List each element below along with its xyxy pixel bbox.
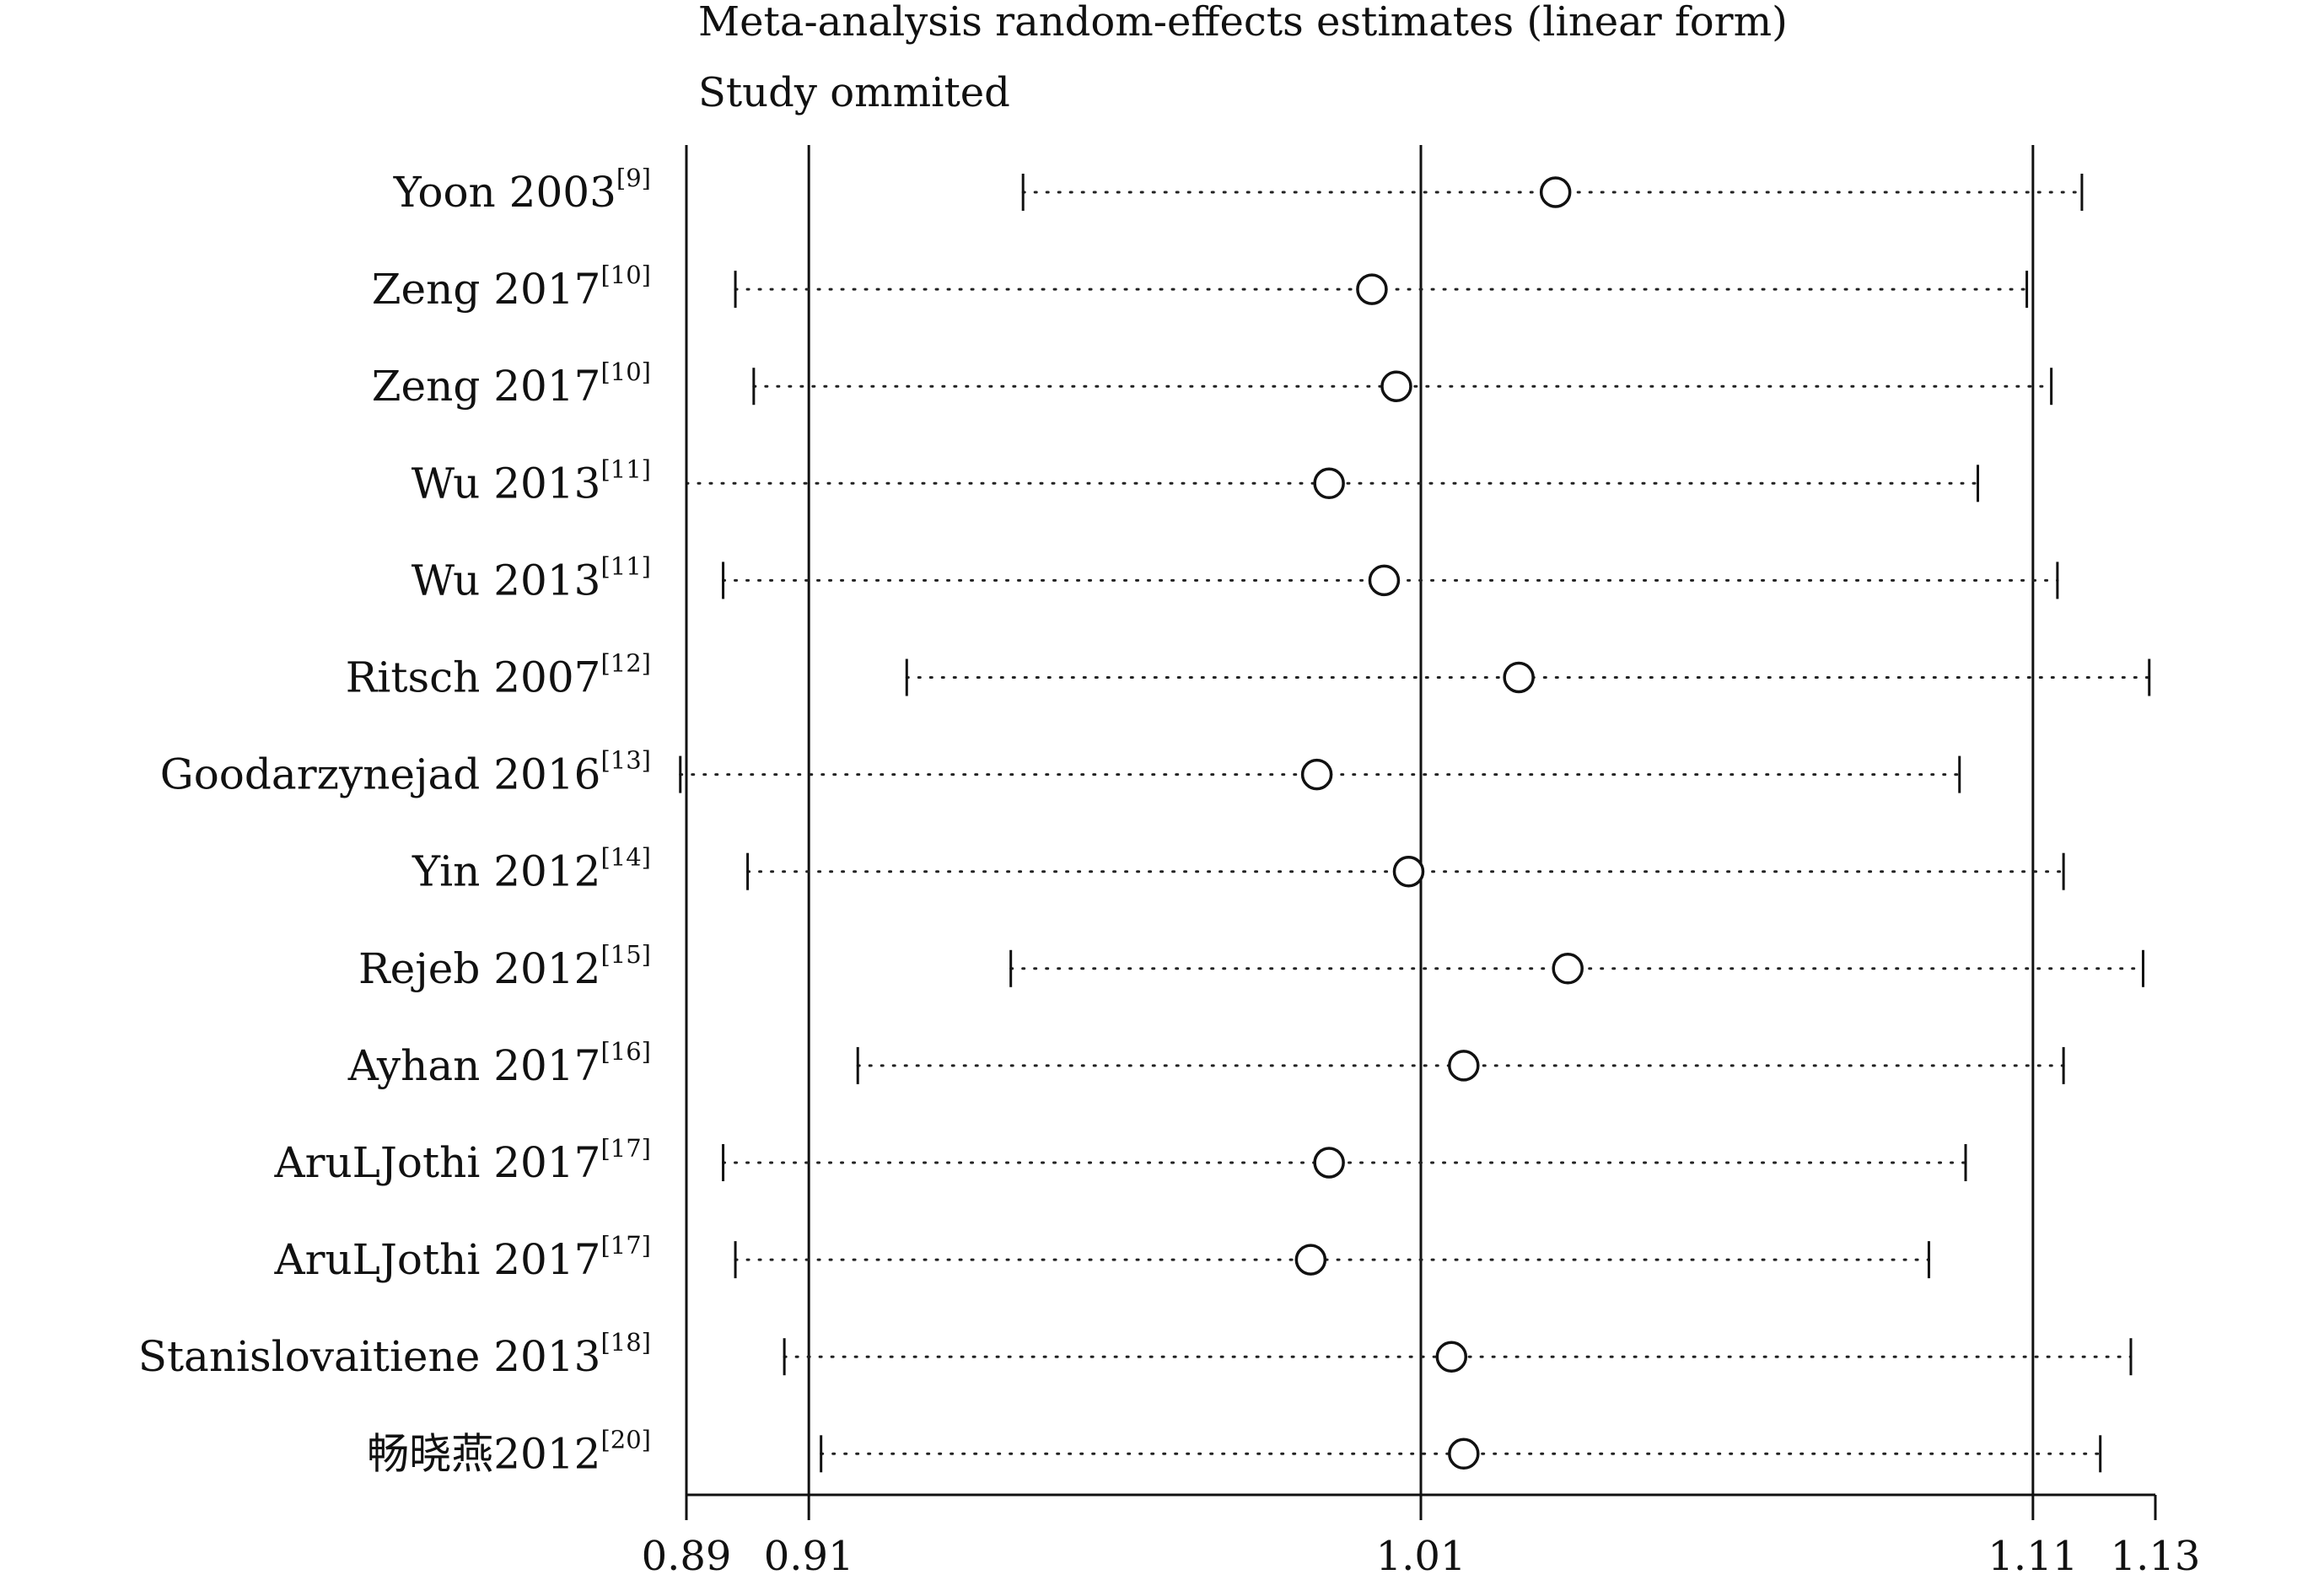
study-reference: [10] xyxy=(600,261,651,289)
study-reference: [13] xyxy=(600,746,651,775)
study-reference: [12] xyxy=(600,649,651,678)
study-label: Ritsch 2007[12] xyxy=(346,649,651,702)
point-estimate xyxy=(1303,760,1331,789)
study-row: Yin 2012[14] xyxy=(412,843,2063,896)
study-label: Yin 2012[14] xyxy=(412,843,651,896)
point-estimate xyxy=(1369,566,1398,594)
study-name: Goodarzynejad 2016 xyxy=(160,750,601,799)
study-reference: [20] xyxy=(600,1425,651,1454)
x-tick-label: 1.13 xyxy=(2111,1533,2201,1580)
study-reference: [18] xyxy=(600,1328,651,1357)
point-estimate xyxy=(1358,275,1386,304)
x-tick-label: 1.01 xyxy=(1376,1533,1466,1580)
point-estimate xyxy=(1296,1245,1325,1274)
x-tick-label: 0.89 xyxy=(642,1533,732,1580)
study-label: Zeng 2017[10] xyxy=(372,357,651,411)
point-estimate xyxy=(1394,857,1423,886)
point-estimate xyxy=(1382,372,1411,400)
study-label: Zeng 2017[10] xyxy=(372,261,651,314)
study-label: Wu 2013[11] xyxy=(412,551,651,605)
study-name: Zeng 2017 xyxy=(372,265,601,314)
study-row: 畅晓燕2012[20] xyxy=(367,1425,2100,1478)
study-name: AruLJothi 2017 xyxy=(273,1235,600,1284)
point-estimate xyxy=(1315,1148,1343,1177)
study-reference: [10] xyxy=(600,357,651,386)
study-name: 畅晓燕2012 xyxy=(367,1429,600,1478)
study-reference: [17] xyxy=(600,1231,651,1260)
study-reference: [11] xyxy=(600,454,651,483)
reference-lines xyxy=(809,145,2033,1495)
study-row: Rejeb 2012[15] xyxy=(358,940,2143,993)
study-row: Wu 2013[11] xyxy=(412,454,1978,508)
study-row: AruLJothi 2017[17] xyxy=(273,1134,1966,1187)
study-label: Yoon 2003[9] xyxy=(393,164,651,217)
study-reference: [11] xyxy=(600,551,651,580)
study-row: AruLJothi 2017[17] xyxy=(273,1231,1929,1284)
study-name: AruLJothi 2017 xyxy=(273,1138,600,1187)
x-tick-label: 0.91 xyxy=(764,1533,854,1580)
study-row: Wu 2013[11] xyxy=(412,551,2058,605)
study-row: Zeng 2017[10] xyxy=(372,357,2052,411)
study-label: Rejeb 2012[15] xyxy=(358,940,651,993)
chart-title: Meta-analysis random-effects estimates (… xyxy=(698,0,1788,46)
study-row: Ritsch 2007[12] xyxy=(346,649,2149,702)
study-name: Rejeb 2012 xyxy=(358,944,600,993)
study-name: Wu 2013 xyxy=(412,459,601,508)
study-name: Zeng 2017 xyxy=(372,362,601,411)
chart-subtitle: Study ommited xyxy=(698,69,1010,116)
study-reference: [15] xyxy=(600,940,651,969)
study-name: Yoon 2003 xyxy=(393,168,616,217)
study-name: Ritsch 2007 xyxy=(346,653,601,702)
study-reference: [14] xyxy=(600,843,651,872)
x-tick-label: 1.11 xyxy=(1988,1533,2078,1580)
study-row: Goodarzynejad 2016[13] xyxy=(160,746,1960,799)
study-row: Stanislovaitiene 2013[18] xyxy=(138,1328,2131,1381)
study-label: Ayhan 2017[16] xyxy=(347,1037,651,1090)
study-row: Yoon 2003[9] xyxy=(393,164,2082,217)
study-row: Ayhan 2017[16] xyxy=(347,1037,2063,1090)
study-reference: [9] xyxy=(616,164,651,192)
point-estimate xyxy=(1450,1439,1478,1468)
study-label: AruLJothi 2017[17] xyxy=(273,1134,651,1187)
point-estimate xyxy=(1315,469,1343,497)
study-label: Stanislovaitiene 2013[18] xyxy=(138,1328,651,1381)
point-estimate xyxy=(1553,954,1582,983)
study-reference: [16] xyxy=(600,1037,651,1066)
study-label: AruLJothi 2017[17] xyxy=(273,1231,651,1284)
point-estimate xyxy=(1437,1342,1466,1371)
study-label: 畅晓燕2012[20] xyxy=(367,1425,651,1478)
study-label: Goodarzynejad 2016[13] xyxy=(160,746,651,799)
study-name: Wu 2013 xyxy=(412,556,601,605)
study-name: Yin 2012 xyxy=(412,847,600,896)
study-rows: Yoon 2003[9]Zeng 2017[10]Zeng 2017[10]Wu… xyxy=(138,164,2149,1478)
study-row: Zeng 2017[10] xyxy=(372,261,2027,314)
point-estimate xyxy=(1450,1051,1478,1080)
study-reference: [17] xyxy=(600,1134,651,1163)
study-name: Ayhan 2017 xyxy=(347,1041,601,1090)
point-estimate xyxy=(1504,664,1533,692)
study-name: Stanislovaitiene 2013 xyxy=(138,1332,601,1381)
study-label: Wu 2013[11] xyxy=(412,454,651,508)
point-estimate xyxy=(1541,178,1570,207)
